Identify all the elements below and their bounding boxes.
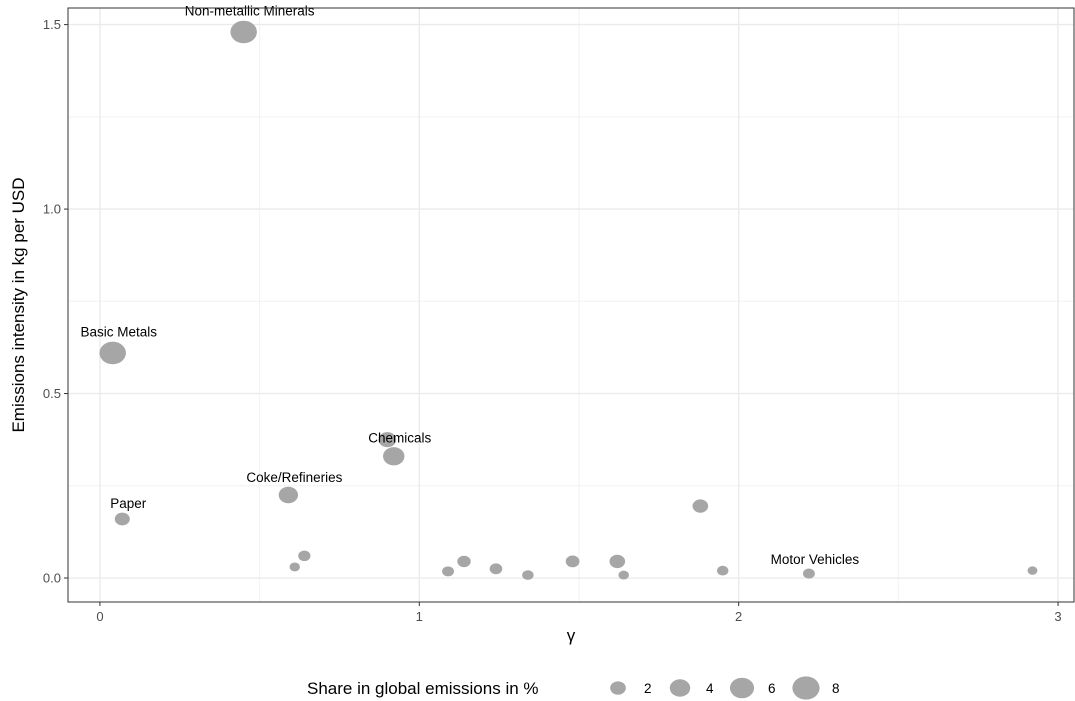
point-label: Chemicals	[368, 430, 431, 445]
legend-label: 6	[768, 681, 776, 696]
x-tick-label: 1	[416, 609, 423, 624]
legend-label: 2	[644, 681, 652, 696]
point-labels: Non-metallic Minerals Basic Metals Chemica…	[80, 4, 859, 567]
point-label: Paper	[110, 496, 147, 511]
data-point	[383, 447, 405, 466]
legend-title: Share in global emissions in %	[307, 679, 539, 698]
data-point	[489, 563, 503, 575]
data-point	[618, 570, 629, 580]
data-point	[99, 341, 126, 365]
data-points	[99, 20, 1038, 580]
y-tick-label: 0.0	[43, 571, 61, 586]
data-point	[114, 512, 130, 526]
legend-key	[792, 676, 820, 700]
legend-label: 8	[832, 681, 840, 696]
point-label: Non-metallic Minerals	[185, 4, 315, 19]
legend-label: 4	[706, 681, 714, 696]
y-tick-label: 1.0	[43, 202, 61, 217]
point-label: Basic Metals	[80, 325, 157, 340]
x-axis-title: γ	[567, 626, 576, 645]
size-legend: Share in global emissions in % 2 4 6 8	[307, 676, 840, 700]
data-point	[298, 550, 311, 562]
data-point	[278, 486, 299, 504]
data-point	[1027, 566, 1038, 575]
y-axis-title: Emissions intensity in kg per USD	[9, 177, 28, 432]
point-label: Coke/Refineries	[246, 470, 342, 485]
data-point	[692, 499, 709, 513]
data-point	[716, 565, 729, 576]
data-point	[442, 566, 454, 577]
data-point	[289, 562, 300, 572]
point-label: Motor Vehicles	[771, 552, 860, 567]
legend-key	[610, 681, 626, 695]
x-tick-label: 0	[96, 609, 103, 624]
grid-minor	[68, 8, 1074, 602]
y-tick-label: 0.5	[43, 386, 61, 401]
y-axis: 0.0 0.5 1.0 1.5	[43, 17, 68, 586]
data-point	[609, 554, 626, 569]
plot-panel-background	[68, 8, 1075, 602]
x-tick-label: 2	[735, 609, 742, 624]
legend-key	[669, 679, 691, 697]
x-tick-label: 3	[1054, 609, 1061, 624]
y-tick-label: 1.5	[43, 17, 61, 32]
data-point	[230, 20, 257, 44]
plot-panel-border	[67, 7, 1075, 603]
x-axis: 0 1 2 3	[96, 602, 1062, 624]
data-point	[457, 555, 471, 568]
legend-key	[729, 677, 755, 699]
data-point	[522, 570, 534, 580]
data-point	[565, 555, 580, 568]
data-point	[802, 568, 815, 579]
data-point	[378, 432, 397, 448]
legend-entries: 2 4 6 8	[610, 676, 840, 700]
